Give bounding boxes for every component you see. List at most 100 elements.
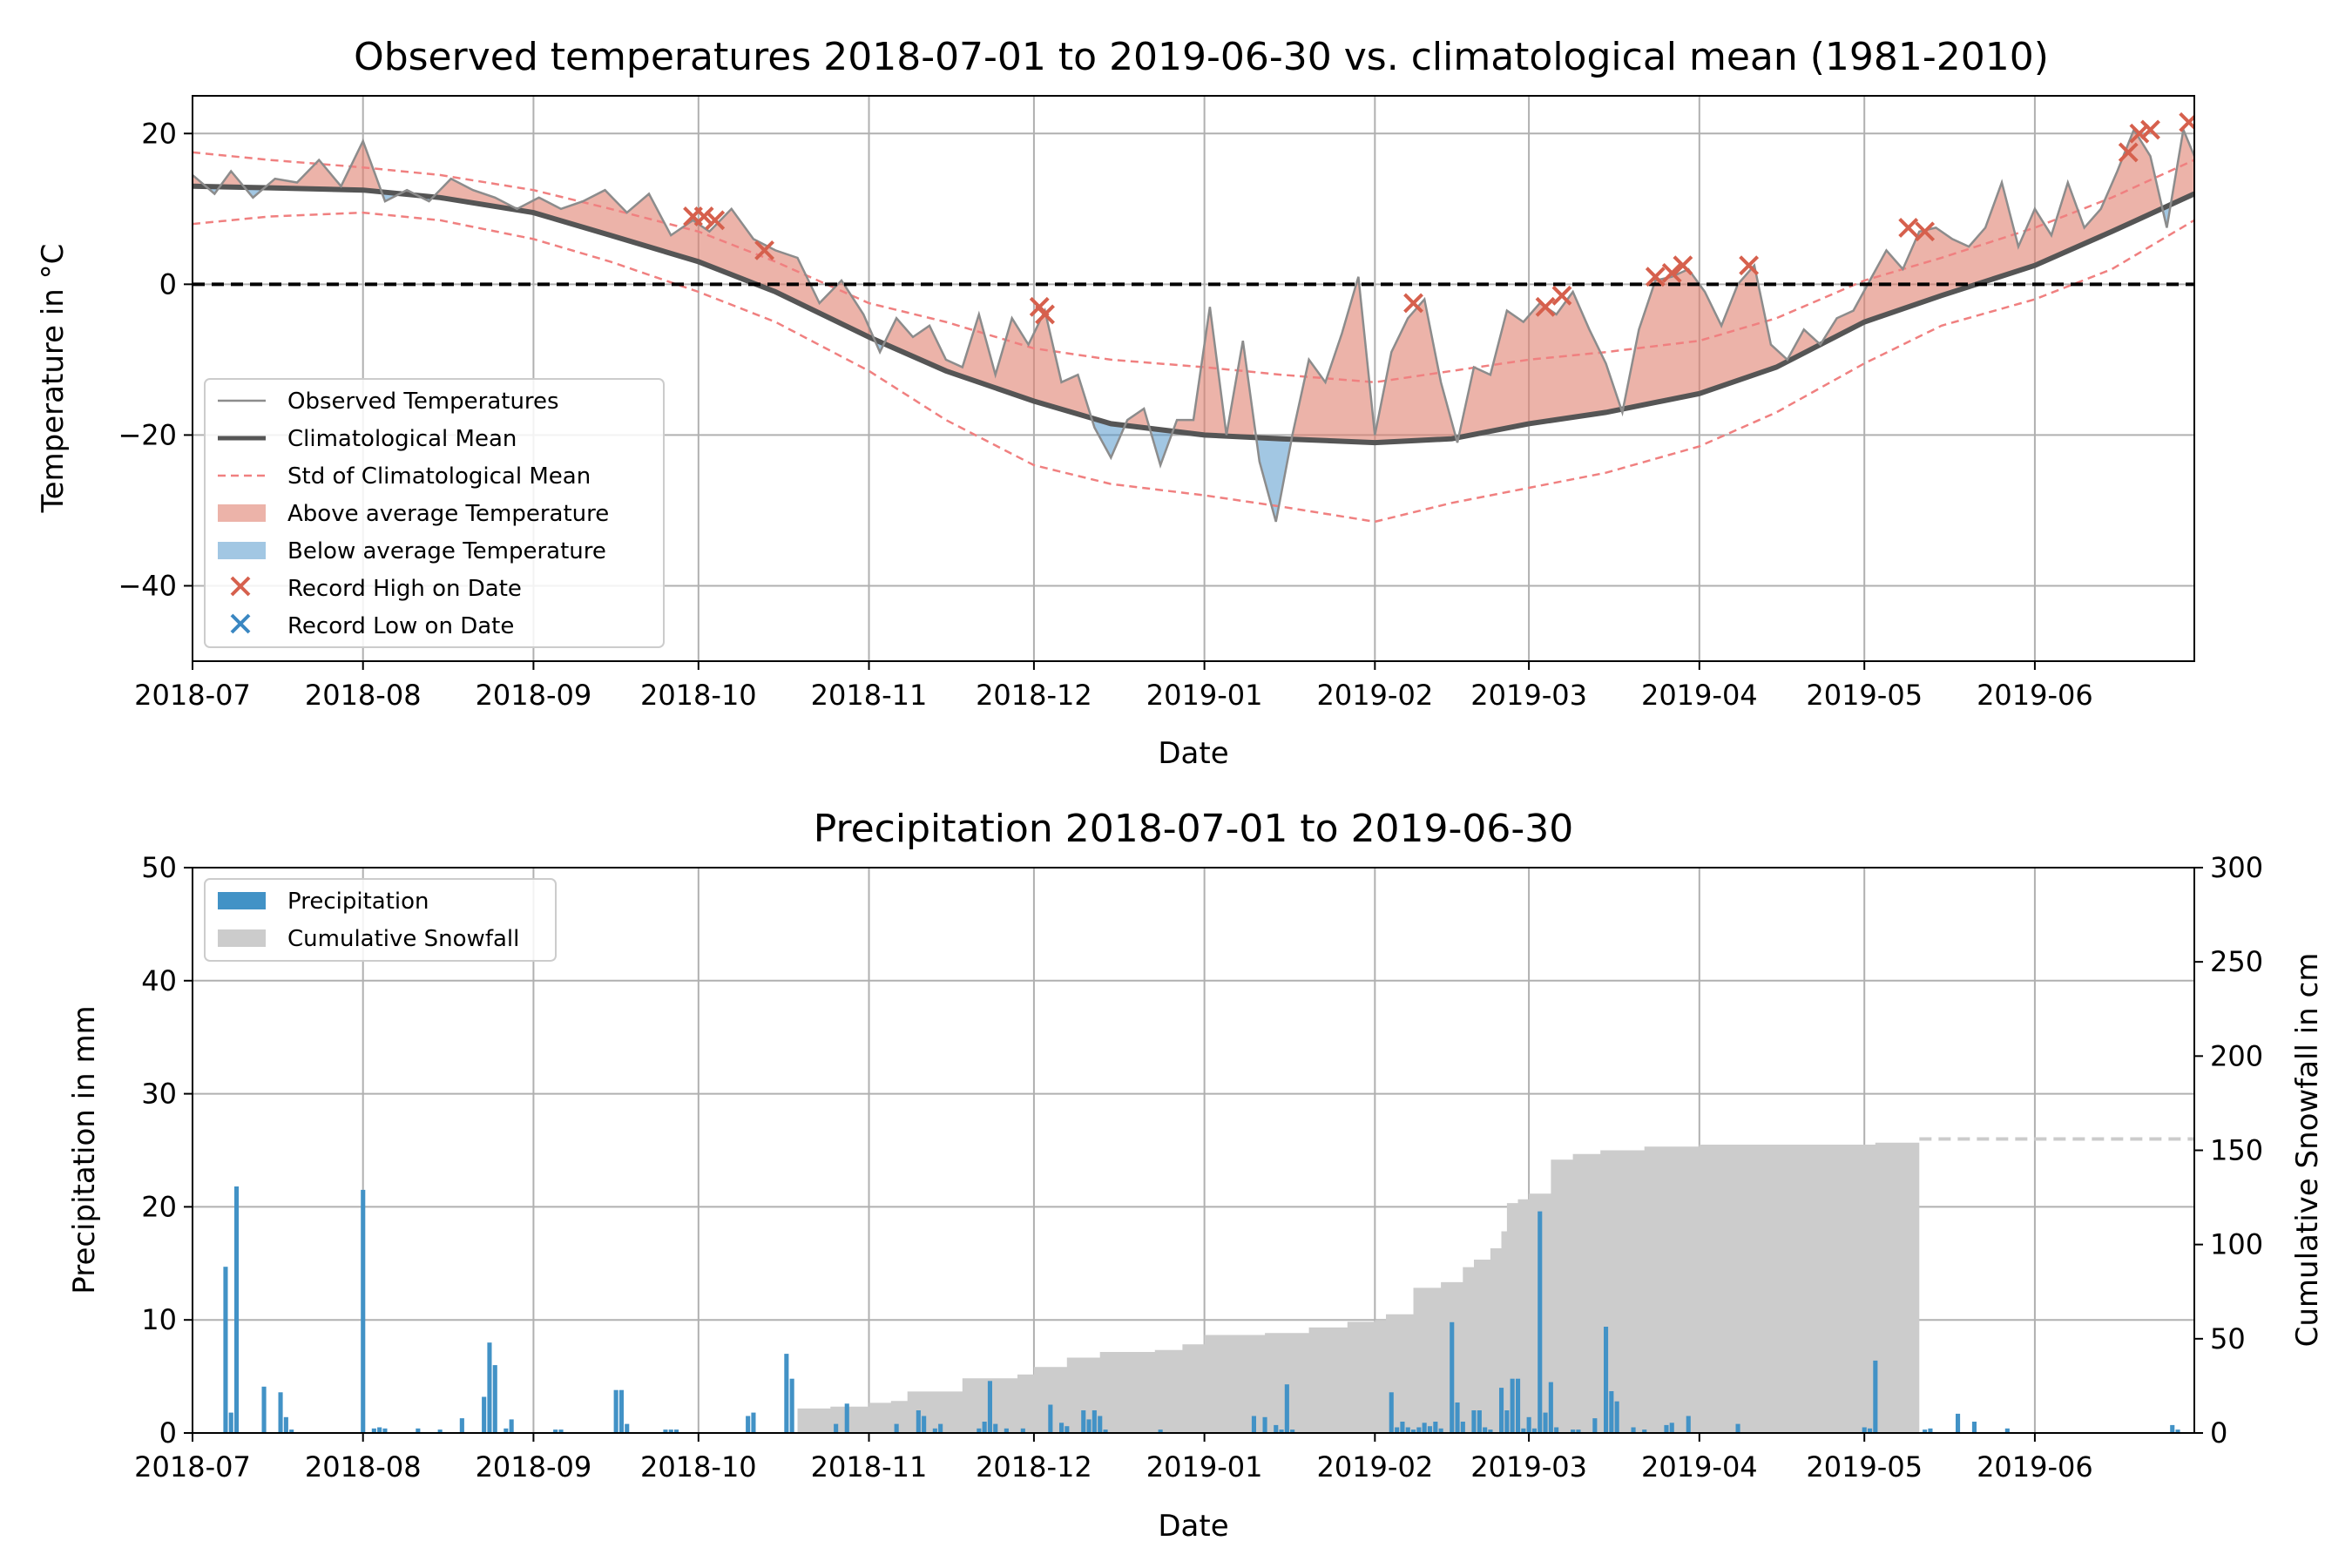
legend-label-record-low: Record Low on Date [287, 613, 514, 639]
precipitation-bar [2170, 1424, 2175, 1433]
record-markers [683, 112, 2194, 325]
precipitation-bar [1548, 1382, 1553, 1433]
precipitation-bar [834, 1423, 839, 1433]
precipitation-bar [1483, 1427, 1488, 1433]
precipitation-bar [1510, 1378, 1515, 1433]
precipitation-bar [1427, 1426, 1432, 1433]
precipitation-bar [223, 1267, 228, 1433]
cumulative-snowfall-area [792, 1137, 2194, 1433]
precipitation-bar [1251, 1416, 1256, 1433]
precipitation-bar [228, 1412, 233, 1433]
temperature-tick-label-y: 0 [159, 267, 177, 301]
precipitation-bar [553, 1429, 558, 1433]
precipitation-bar [1059, 1423, 1064, 1433]
precipitation-tick-label-y: 10 [141, 1303, 177, 1336]
precipitation-bar [1669, 1423, 1674, 1433]
precipitation-bar [1735, 1423, 1740, 1433]
above-average-area [193, 129, 2194, 443]
precipitation-bar [459, 1418, 464, 1433]
precipitation-bar [482, 1396, 487, 1433]
precipitation-bar [1642, 1429, 1647, 1433]
precipitation-x-ticks: 2018-07 2018-08 2018-09 2018-10 2018-11 2018-… [134, 1433, 2093, 1484]
precipitation-bar [977, 1428, 982, 1433]
temperature-tick-label-x: 2019-01 [1146, 679, 1263, 712]
record-high-marker [2129, 123, 2150, 144]
temperature-lines [193, 125, 2194, 524]
legend-label-climatological-mean: Climatological Mean [287, 426, 517, 452]
legend-label-observed: Observed Temperatures [287, 389, 559, 415]
snowfall-tick-label-y: 250 [2210, 945, 2263, 978]
precipitation-bar [1081, 1410, 1086, 1433]
precipitation-tick-label-y: 20 [141, 1190, 177, 1223]
record-high-marker [693, 206, 714, 226]
precipitation-bar [1923, 1429, 1928, 1433]
precipitation-bar [1450, 1321, 1455, 1433]
temperature-chart-title: Observed temperatures 2018-07-01 to 2019… [354, 35, 2049, 79]
precipitation-bar [1504, 1410, 1510, 1433]
precipitation-bar [1526, 1416, 1531, 1433]
precipitation-bar [625, 1423, 630, 1433]
temperature-legend-box [204, 378, 665, 648]
legend-label-record-high: Record High on Date [287, 576, 522, 602]
snowfall-tick-label-y: 300 [2210, 851, 2263, 884]
temperature-plot-area [193, 112, 2194, 524]
precipitation-bar [844, 1403, 849, 1433]
precipitation-bar [382, 1428, 388, 1433]
legend-swatch-precipitation [218, 892, 266, 909]
std-lower-line [193, 211, 2194, 524]
precipitation-bar [1400, 1422, 1405, 1433]
temperature-tick-label-x: 2019-04 [1641, 679, 1758, 712]
precipitation-bar [371, 1428, 376, 1433]
record-high-marker [2179, 112, 2194, 132]
precipitation-bar [1488, 1429, 1493, 1433]
precipitation-bar [1928, 1428, 1933, 1433]
record-high-marker [754, 240, 774, 260]
precipitation-bar [1405, 1427, 1410, 1433]
precipitation-bar [1284, 1384, 1289, 1433]
precipitation-bar [2175, 1429, 2180, 1433]
observed-temperature-line [193, 125, 2194, 523]
temperature-x-axis-label: Date [1158, 736, 1228, 771]
precipitation-bar [1158, 1429, 1163, 1433]
precipitation-bar [278, 1392, 283, 1433]
precipitation-bar [663, 1429, 668, 1433]
precipitation-bar [987, 1381, 992, 1433]
record-high-marker [1673, 255, 1693, 276]
temperature-plot-frame [192, 95, 2195, 662]
precipitation-bar [1543, 1412, 1548, 1433]
record-high-marker-stroke [1035, 304, 1055, 325]
temperature-x-ticks: 2018-07 2018-08 2018-09 2018-10 2018-11 2018-… [134, 661, 2093, 712]
precipitation-bar [1664, 1424, 1669, 1433]
precipitation-bar [789, 1378, 794, 1433]
record-high-marker [1035, 304, 1055, 325]
precipitation-bar [668, 1429, 673, 1433]
precipitation-bar [1103, 1429, 1108, 1433]
precipitation-bar [1516, 1378, 1521, 1433]
precipitation-bar [916, 1410, 921, 1433]
precipitation-bar [1395, 1427, 1400, 1433]
precipitation-bar [922, 1416, 927, 1433]
record-high-marker-stroke [1898, 218, 1919, 238]
precipitation-bar [1868, 1428, 1873, 1433]
precipitation-bar [437, 1429, 443, 1433]
snowfall-tick-label-y: 0 [2210, 1416, 2227, 1450]
snowfall-y-ticks: 0 50 100 150 200 250 300 [2194, 851, 2263, 1450]
temperature-tick-label-x: 2018-12 [976, 679, 1092, 712]
std-upper-line [193, 151, 2194, 384]
precipitation-bar [938, 1423, 943, 1433]
precipitation-bar [894, 1423, 899, 1433]
precipitation-bar [1499, 1388, 1504, 1433]
precipitation-bar [1098, 1416, 1103, 1433]
precipitation-bar [2004, 1428, 2010, 1433]
precipitation-chart-title: Precipitation 2018-07-01 to 2019-06-30 [814, 807, 1574, 851]
precipitation-bar [1538, 1211, 1543, 1433]
temperature-y-axis-label: Temperature in °C [36, 244, 71, 514]
precipitation-bar [1048, 1404, 1053, 1433]
legend-label-below: Below average Temperature [287, 538, 606, 564]
precipitation-chart: Precipitation 2018-07-01 to 2019-06-30 0… [67, 807, 2325, 1544]
record-high-marker-stroke [705, 210, 726, 231]
record-high-marker [1915, 221, 1936, 242]
precipitation-bar [1389, 1392, 1394, 1433]
precipitation-bar [1290, 1429, 1295, 1433]
